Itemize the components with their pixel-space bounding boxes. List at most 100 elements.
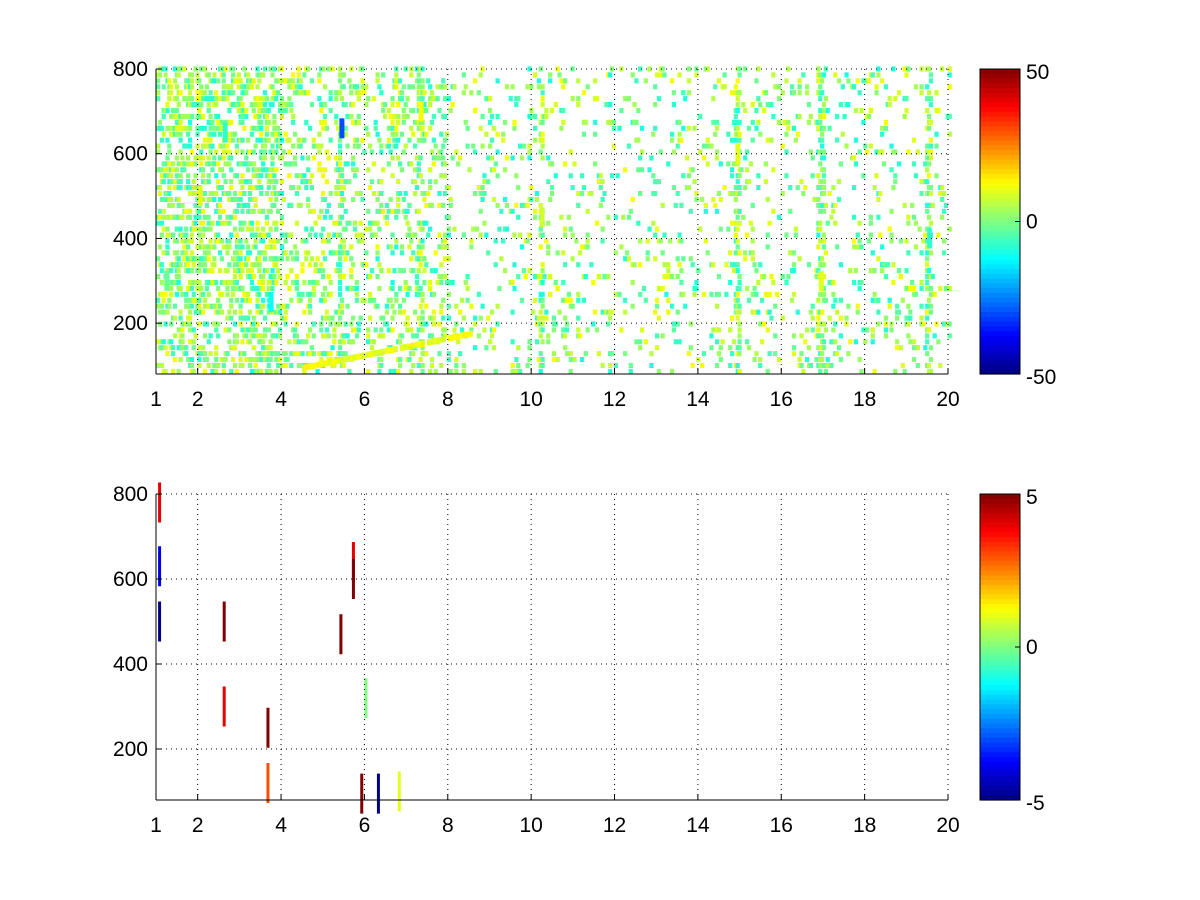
heatmap-cell (225, 351, 230, 357)
heatmap-cell (201, 232, 206, 238)
heatmap-cell (172, 303, 178, 309)
heatmap-cell (566, 214, 571, 220)
heatmap-cell (390, 279, 395, 286)
heatmap-cell (337, 262, 343, 268)
heatmap-cell (270, 161, 275, 167)
heatmap-cell (247, 274, 253, 280)
heatmap-cell (735, 96, 740, 102)
heatmap-cell (737, 303, 742, 309)
heatmap-cell (638, 66, 643, 72)
heatmap-cell (452, 327, 457, 333)
heatmap-cell (234, 368, 239, 374)
heatmap-cell (411, 333, 416, 339)
heatmap-cell (641, 285, 647, 291)
heatmap-cell (240, 102, 245, 108)
heatmap-cell (246, 268, 251, 274)
heatmap-cell (793, 232, 798, 238)
heatmap-cell (743, 185, 748, 191)
heatmap-cell (518, 368, 523, 374)
x-tick-label: 2 (192, 814, 204, 837)
heatmap-cell (193, 161, 198, 167)
heatmap-cell (872, 185, 877, 191)
heatmap-cell (791, 90, 797, 96)
heatmap-cell (384, 214, 390, 220)
heatmap-cell (217, 131, 223, 137)
heatmap-cell (881, 262, 887, 268)
heatmap-cell (259, 102, 264, 108)
heatmap-cell (390, 96, 395, 102)
heatmap-cell (469, 238, 474, 244)
heatmap-cell (653, 309, 658, 315)
heatmap-cell (469, 90, 474, 96)
heatmap-cell (339, 303, 345, 309)
heatmap-cell (874, 90, 879, 96)
heatmap-cell (473, 368, 478, 374)
heatmap-cell (570, 96, 575, 102)
heatmap-cell (232, 131, 238, 137)
heatmap-cell (564, 351, 570, 357)
heatmap-cell (915, 149, 920, 155)
heatmap-cell (941, 321, 947, 327)
heatmap-cell (317, 161, 322, 167)
heatmap-cell (204, 84, 209, 90)
heatmap-cell (266, 279, 271, 286)
heatmap-cell (362, 149, 367, 155)
heatmap-cell (690, 262, 695, 268)
colorbar-segment (980, 651, 1020, 658)
heatmap-cell (816, 268, 821, 274)
heatmap-cell (182, 256, 187, 262)
heatmap-cell (805, 327, 810, 333)
heatmap-cell (156, 90, 161, 96)
heatmap-cell (821, 167, 827, 173)
heatmap-cell (396, 208, 401, 214)
heatmap-cell (883, 321, 889, 327)
heatmap-cell (268, 196, 273, 203)
heatmap-cell (199, 90, 204, 96)
heatmap-cell (818, 208, 823, 214)
heatmap-cell (820, 256, 825, 262)
heatmap-cell (713, 202, 718, 208)
heatmap-cell (268, 208, 273, 214)
heatmap-cell (613, 291, 618, 297)
heatmap-cell (328, 291, 333, 297)
heatmap-cell (214, 279, 219, 286)
heatmap-cell (441, 315, 446, 321)
heatmap-cell (441, 297, 446, 303)
heatmap-cell (272, 90, 277, 96)
heatmap-cell (576, 78, 581, 84)
heatmap-cell (412, 309, 418, 315)
heatmap-cell (763, 291, 768, 297)
heatmap-cell (274, 321, 279, 327)
heatmap-cell (540, 268, 545, 274)
heatmap-cell (217, 196, 223, 203)
heatmap-cell (240, 173, 245, 179)
heatmap-cell (555, 357, 560, 363)
heatmap-cell (229, 214, 234, 220)
heatmap-cell (427, 279, 433, 286)
heatmap-cell (660, 285, 665, 291)
heatmap-cell (816, 333, 821, 339)
heatmap-cell (161, 339, 166, 345)
heatmap-cell (227, 309, 232, 315)
heatmap-cell (232, 250, 238, 256)
heatmap-cell (227, 131, 232, 137)
heatmap-cell (782, 119, 787, 125)
heatmap-cell (686, 351, 692, 357)
heatmap-cell (272, 173, 277, 179)
heatmap-cell (915, 345, 920, 351)
heatmap-cell (653, 179, 658, 185)
heatmap-cell (379, 268, 384, 274)
heatmap-cell (397, 357, 403, 363)
heatmap-cell (296, 291, 301, 297)
heatmap-cell (336, 179, 341, 185)
heatmap-cell (857, 220, 862, 226)
heatmap-cell (255, 321, 260, 327)
heatmap-cell (341, 185, 346, 191)
heatmap-cell (366, 131, 371, 137)
heatmap-cell (921, 321, 926, 327)
heatmap-cell (853, 339, 858, 345)
colorbar-segment (980, 169, 1020, 175)
heatmap-cell (756, 309, 761, 315)
heatmap-cell (728, 250, 733, 256)
heatmap-cell (926, 327, 932, 333)
